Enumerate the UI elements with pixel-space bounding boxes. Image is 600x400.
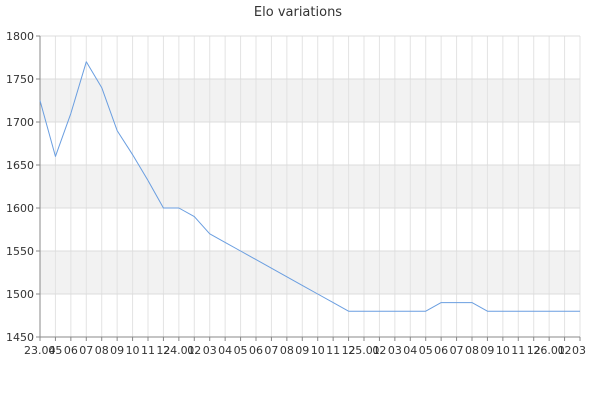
y-tick-label: 1450 — [6, 331, 34, 344]
x-tick-label: 12 — [342, 344, 356, 357]
y-tick-label: 1500 — [6, 288, 34, 301]
y-tick-label: 1800 — [6, 30, 34, 43]
x-tick-label: 26.01 — [533, 344, 565, 357]
plot-band — [40, 79, 580, 122]
x-tick-label: 03 — [203, 344, 217, 357]
x-tick-label: 07 — [79, 344, 93, 357]
x-tick-label: 06 — [249, 344, 263, 357]
x-tick-label: 12 — [527, 344, 541, 357]
y-tick-label: 1600 — [6, 202, 34, 215]
x-tick-label: 25.01 — [348, 344, 380, 357]
x-tick-label: 11 — [326, 344, 340, 357]
x-tick-label: 10 — [126, 344, 140, 357]
y-tick-label: 1650 — [6, 159, 34, 172]
x-tick-label: 02 — [187, 344, 201, 357]
x-tick-label: 04 — [218, 344, 232, 357]
x-tick-label: 09 — [110, 344, 124, 357]
x-tick-label: 03 — [388, 344, 402, 357]
y-tick-label: 1750 — [6, 73, 34, 86]
x-tick-label: 24.01 — [163, 344, 195, 357]
x-tick-label: 05 — [48, 344, 62, 357]
axes — [36, 35, 581, 341]
x-tick-label: 02 — [558, 344, 572, 357]
x-tick-label: 10 — [496, 344, 510, 357]
y-tick-label: 1550 — [6, 245, 34, 258]
series-layer — [39, 61, 580, 312]
x-tick-label: 08 — [280, 344, 294, 357]
x-tick-label: 11 — [141, 344, 155, 357]
x-tick-label: 08 — [465, 344, 479, 357]
x-tick-label: 07 — [450, 344, 464, 357]
x-tick-label: 09 — [295, 344, 309, 357]
chart-title: Elo variations — [254, 5, 342, 20]
x-tick-label: 11 — [511, 344, 525, 357]
x-tick-label: 03 — [572, 344, 586, 357]
x-tick-label: 08 — [95, 344, 109, 357]
y-tick-label: 1700 — [6, 116, 34, 129]
plot-bands — [40, 79, 580, 294]
grid-lines — [39, 35, 581, 338]
x-tick-label: 04 — [403, 344, 417, 357]
plot-band — [40, 251, 580, 294]
x-tick-label: 06 — [434, 344, 448, 357]
x-tick-label: 12 — [156, 344, 170, 357]
x-tick-label: 02 — [372, 344, 386, 357]
x-tick-label: 05 — [419, 344, 433, 357]
x-tick-label: 06 — [64, 344, 78, 357]
x-tick-label: 05 — [234, 344, 248, 357]
plot-band — [40, 165, 580, 208]
x-tick-label: 09 — [480, 344, 494, 357]
x-tick-label: 10 — [311, 344, 325, 357]
x-tick-label: 23.04 — [24, 344, 56, 357]
elo-series-line — [39, 61, 580, 312]
x-tick-label: 07 — [264, 344, 278, 357]
